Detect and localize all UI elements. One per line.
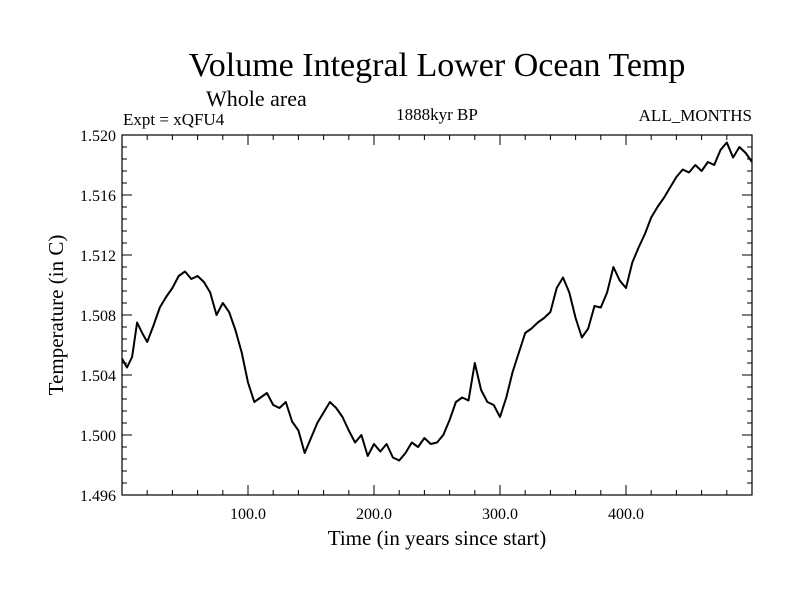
x-tick-label: 400.0 [608, 506, 644, 523]
y-tick-label: 1.508 [80, 308, 116, 325]
x-axis-label: Time (in years since start) [328, 526, 547, 550]
y-tick-label: 1.504 [80, 368, 116, 385]
y-tick-label: 1.516 [80, 188, 116, 205]
y-tick-label: 1.500 [80, 428, 116, 445]
plot-area: 1.496 1.500 1.504 1.508 1.512 1.516 1.520 100.… [80, 128, 753, 523]
x-tick-label: 200.0 [356, 506, 392, 523]
series-line [121, 141, 753, 462]
y-axis-ticks: 1.496 1.500 1.504 1.508 1.512 1.516 1.520 [80, 128, 752, 505]
y-tick-label: 1.512 [80, 248, 116, 265]
period-label: 1888kyr BP [396, 105, 478, 124]
y-axis-label: Temperature (in C) [44, 235, 68, 396]
x-tick-label: 300.0 [482, 506, 518, 523]
months-label: ALL_MONTHS [639, 106, 752, 125]
x-tick-label: 100.0 [230, 506, 266, 523]
experiment-label: Expt = xQFU4 [123, 110, 225, 129]
chart-subtitle: Whole area [206, 86, 307, 111]
series-layer [121, 141, 753, 462]
y-tick-label: 1.520 [80, 128, 116, 145]
chart-title: Volume Integral Lower Ocean Temp [189, 47, 686, 84]
x-axis-ticks: 100.0 200.0 300.0 400.0 [146, 135, 728, 523]
y-tick-label: 1.496 [80, 488, 116, 505]
